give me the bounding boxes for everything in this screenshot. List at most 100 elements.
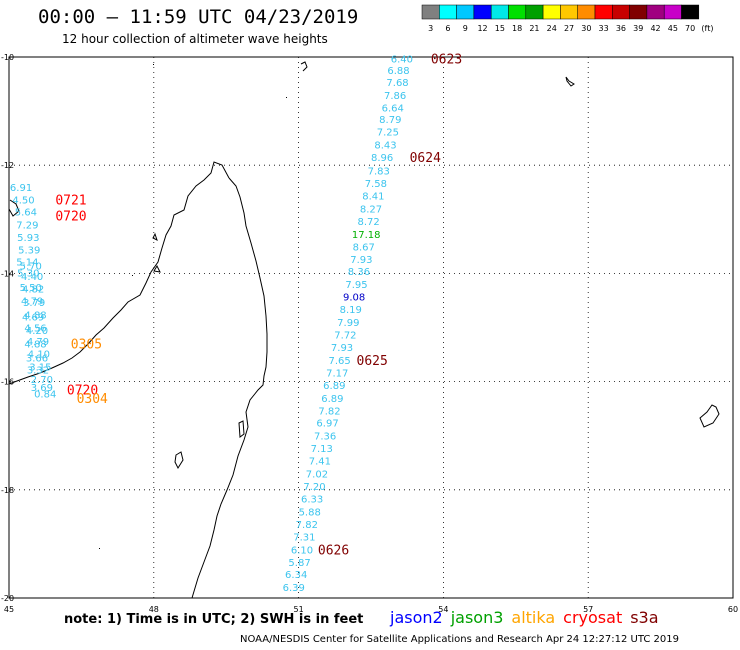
altimeter-tracks: 6.406.887.68 7.866.648.79 7.25 8.438.96 7.83…	[10, 55, 413, 595]
wave-height-value: 7.86	[384, 91, 406, 102]
color-swatch	[629, 4, 648, 20]
wave-height-value: 17.18	[352, 230, 381, 241]
lat-label: -14	[1, 269, 14, 278]
pass-time-label: 0720	[67, 384, 98, 399]
map-grid	[8, 56, 734, 599]
map-title: 00:00 – 11:59 UTC 04/23/2019	[38, 6, 359, 28]
legend-s3a: s3a	[630, 608, 659, 627]
color-scale-label: 36	[616, 24, 626, 33]
color-swatch	[525, 4, 544, 20]
color-swatch	[508, 4, 527, 20]
wave-height-value: 4.69	[22, 313, 44, 324]
wave-height-value: 8.79	[379, 115, 401, 126]
color-swatch	[542, 4, 561, 20]
wave-height-value: 8.43	[374, 141, 396, 152]
color-scale-label: 9	[463, 24, 468, 33]
wave-height-value: 5.88	[299, 507, 321, 518]
color-swatch	[439, 4, 457, 20]
pass-time-label: 0721	[55, 193, 86, 208]
wave-height-value: 7.17	[326, 368, 348, 379]
wave-height-value: 8.36	[348, 267, 370, 278]
color-scale-label: 45	[668, 24, 678, 33]
wave-height-value: 7.83	[368, 167, 390, 178]
wave-height-value: 7.99	[337, 318, 359, 329]
wave-height-value: 8.41	[362, 191, 384, 202]
color-swatch	[646, 4, 665, 20]
wave-height-value: 8.72	[357, 217, 379, 228]
wave-height-value: 6.91	[10, 183, 32, 194]
wave-height-value: 5.39	[18, 246, 40, 257]
wave-height-value: 6.33	[301, 494, 323, 505]
color-scale-label: 12	[477, 24, 487, 33]
color-scale-label: 15	[495, 24, 505, 33]
wave-height-value: 7.25	[377, 128, 399, 139]
legend-altika: altika	[511, 608, 556, 627]
wave-height-value: 5.30	[17, 268, 39, 279]
pass-time-label: 0305	[71, 338, 102, 353]
legend-jason2: jason2	[390, 608, 443, 627]
lon-label: 60	[728, 605, 738, 614]
wave-height-value: 7.82	[318, 406, 340, 417]
color-scale: 3 6 9 12 15 18 21 24 27 30 33 36 39 42 45 70 (ft)	[421, 4, 713, 33]
wave-height-value: 8.19	[340, 305, 362, 316]
map-subtitle: 12 hour collection of altimeter wave hei…	[62, 32, 328, 46]
wave-height-value: 7.13	[311, 444, 333, 455]
color-scale-label: 70	[685, 24, 695, 33]
wave-height-value: 8.27	[360, 204, 382, 215]
wave-height-value: 6.34	[285, 570, 307, 581]
credit-line: NOAA/NESDIS Center for Satellite Applica…	[240, 634, 679, 645]
wave-height-value: 4.79	[27, 337, 49, 348]
legend-cryosat: cryosat	[563, 608, 623, 627]
wave-height-value: 4.88	[24, 340, 46, 351]
wave-height-value: 7.58	[365, 179, 387, 190]
wave-height-value: 7.41	[309, 457, 331, 468]
small-islet-markers	[99, 64, 287, 549]
wave-height-value: 5.64	[15, 208, 37, 219]
color-swatch	[663, 4, 682, 20]
legend-jason3: jason3	[450, 608, 504, 627]
wave-height-value: 7.95	[345, 280, 367, 291]
lon-label: 57	[583, 605, 593, 614]
wave-height-value: 6.89	[323, 381, 345, 392]
color-scale-label: 27	[564, 24, 574, 33]
lat-label: -10	[1, 53, 14, 62]
wave-height-value: 4.88	[24, 311, 46, 322]
color-swatch	[681, 4, 700, 20]
lon-label: 48	[149, 605, 159, 614]
wave-height-value: 3.32	[27, 366, 49, 377]
color-swatch	[473, 4, 492, 20]
color-scale-label: (ft)	[701, 24, 713, 33]
wave-height-value: 7.31	[293, 532, 315, 543]
coastline-madagascar	[8, 161, 268, 599]
pass-time-label: 0304	[77, 392, 108, 407]
wave-height-value: 8.67	[353, 242, 375, 253]
wave-height-value: 4.56	[24, 324, 46, 335]
lat-label: -16	[1, 378, 14, 387]
wave-height-value: 5.93	[17, 233, 39, 244]
color-scale-label: 6	[445, 24, 450, 33]
pass-time-label: 0625	[357, 354, 388, 369]
wave-height-value: 4.40	[21, 272, 43, 283]
wave-height-value: 7.65	[328, 356, 350, 367]
wave-height-value: 3.69	[31, 383, 53, 394]
color-scale-label: 42	[650, 24, 660, 33]
color-scale-label: 24	[547, 24, 557, 33]
axis-labels: 45 48 51 54 57 60 -10 -12 -14 -16 -18 -20	[1, 53, 738, 614]
wave-height-value: 5.87	[288, 558, 310, 569]
color-scale-label: 18	[512, 24, 522, 33]
wave-height-value: 7.29	[16, 221, 38, 232]
satellite-legend: jason2 jason3 altika cryosat s3a	[390, 608, 667, 627]
lon-label: 54	[438, 605, 448, 614]
wave-height-value: 7.93	[350, 255, 372, 266]
wave-height-value: 6.39	[283, 583, 305, 594]
wave-height-value: 7.72	[334, 331, 356, 342]
color-scale-label: 30	[581, 24, 591, 33]
wave-height-value: 4.10	[28, 349, 50, 360]
wave-height-value: 2.70	[31, 375, 53, 386]
wave-height-value: 5.70	[20, 261, 42, 272]
coastline-islands	[8, 61, 720, 470]
wave-height-value: 7.68	[386, 78, 408, 89]
wave-height-value: 0.84	[34, 390, 56, 401]
